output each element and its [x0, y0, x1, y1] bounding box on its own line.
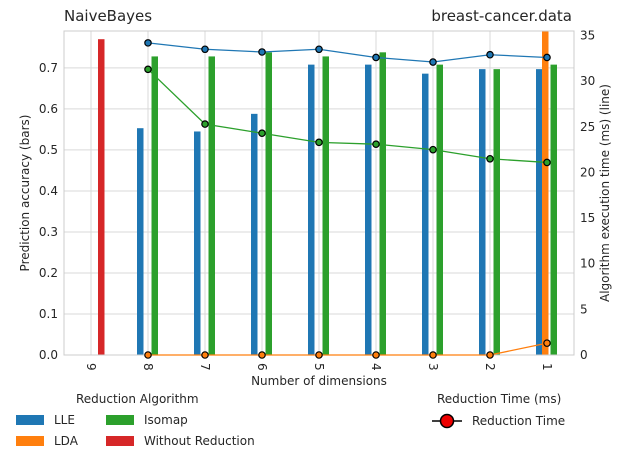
time-point-lle [486, 50, 494, 59]
y2-tick-label: 0 [580, 348, 588, 362]
time-point-lda [258, 351, 266, 359]
x-tick-label: 6 [255, 363, 269, 371]
y2-tick-label: 20 [580, 165, 595, 179]
time-point-lda [201, 351, 209, 359]
bar-isomap-4 [379, 52, 386, 355]
legend-item-lle: LLE [16, 413, 75, 427]
time-point-lda [429, 351, 437, 359]
time-point-lle [315, 45, 323, 54]
x-tick-label: 9 [84, 363, 98, 371]
time-line-isomap [147, 68, 548, 164]
time-point-lle [258, 48, 266, 56]
time-point-lle [372, 53, 380, 62]
time-point-isomap [258, 129, 266, 138]
y2-tick-label: 30 [580, 74, 595, 88]
legend-algorithm-title: Reduction Algorithm [76, 392, 199, 406]
time-point-lle [144, 39, 152, 47]
bar-lle-4 [365, 64, 372, 356]
y2-tick-label: 15 [580, 211, 595, 225]
x-tick-label: 4 [369, 363, 383, 371]
bar-lle-5 [308, 64, 315, 356]
bar-lle-3 [422, 73, 429, 355]
time-point-isomap [201, 120, 209, 128]
y-tick-label: 0.6 [39, 102, 58, 116]
legend-item-lda: LDA [16, 434, 78, 448]
y2-axis-label: Algorithm execution time (ms) (line) [598, 84, 612, 302]
time-point-isomap [315, 138, 323, 147]
time-point-lle [429, 58, 437, 66]
y2-tick-label: 10 [580, 257, 595, 271]
bar-isomap-8 [151, 56, 158, 355]
x-tick-label: 3 [426, 363, 440, 371]
x-tick-label: 8 [141, 363, 155, 371]
legend-swatch-lda [16, 436, 44, 446]
y-tick-label: 0.5 [39, 143, 58, 157]
chart-title-right: breast-cancer.data [431, 7, 572, 25]
y2-tick-label: 25 [580, 120, 595, 134]
legend-item-without-reduction: Without Reduction [106, 434, 255, 448]
time-line-lle [147, 42, 548, 63]
time-point-lda [486, 351, 494, 359]
bar-lle-8 [137, 128, 144, 355]
x-axis-label: Number of dimensions [251, 374, 387, 388]
time-point-lda [543, 339, 551, 347]
bar-isomap-5 [322, 56, 329, 355]
legend-item-isomap: Isomap [106, 413, 188, 427]
time-point-lda [144, 351, 152, 359]
y-tick-label: 0.0 [39, 348, 58, 362]
y-tick-label: 0.7 [39, 61, 58, 75]
time-point-isomap [486, 154, 494, 163]
time-point-isomap [429, 145, 437, 154]
legend-time-title: Reduction Time (ms) [437, 392, 562, 406]
x-tick-label: 7 [198, 363, 212, 371]
legend-label-isomap: Isomap [144, 413, 188, 427]
bar-without-reduction-9 [98, 39, 105, 356]
time-point-isomap [144, 65, 152, 74]
bar-lle-6 [251, 113, 258, 355]
y2-tick-label: 35 [580, 29, 595, 43]
legend-label-lda: LDA [54, 434, 78, 448]
time-point-lle [201, 45, 209, 54]
legend-swatch-lle [16, 415, 44, 425]
time-point-isomap [543, 158, 551, 167]
bar-lle-2 [479, 69, 486, 355]
y-tick-label: 0.1 [39, 307, 58, 321]
bar-isomap-2 [493, 69, 500, 355]
y-tick-label: 0.4 [39, 184, 58, 198]
y-axis-label: Prediction accuracy (bars) [18, 115, 32, 272]
x-tick-label: 5 [312, 363, 326, 371]
legend-swatch-without-reduction [106, 436, 134, 446]
time-line-lda [148, 342, 548, 356]
legend-swatch-isomap [106, 415, 134, 425]
chart-title-left: NaiveBayes [64, 7, 153, 25]
time-point-lda [315, 351, 323, 359]
y2-tick-label: 5 [580, 302, 588, 316]
legend-reduction-time-marker [432, 413, 462, 429]
bar-isomap-6 [265, 52, 272, 355]
time-point-lle [543, 53, 551, 62]
time-point-isomap [372, 140, 380, 148]
bar-lle-1 [536, 69, 543, 355]
bar-isomap-3 [436, 64, 443, 356]
y-tick-label: 0.3 [39, 225, 58, 239]
legend-item-reduction-time: Reduction Time [432, 413, 565, 429]
bar-isomap-1 [550, 64, 557, 356]
x-tick-label: 1 [540, 363, 554, 371]
x-tick-label: 2 [483, 363, 497, 371]
bar-lle-7 [194, 131, 201, 355]
time-point-lda [372, 351, 380, 359]
legend-label-reduction-time: Reduction Time [472, 414, 566, 428]
y-tick-label: 0.2 [39, 266, 58, 280]
legend-label-without-reduction: Without Reduction [144, 434, 255, 448]
bar-isomap-7 [208, 56, 215, 355]
bar-lda-1 [542, 31, 549, 355]
legend-label-lle: LLE [54, 413, 75, 427]
